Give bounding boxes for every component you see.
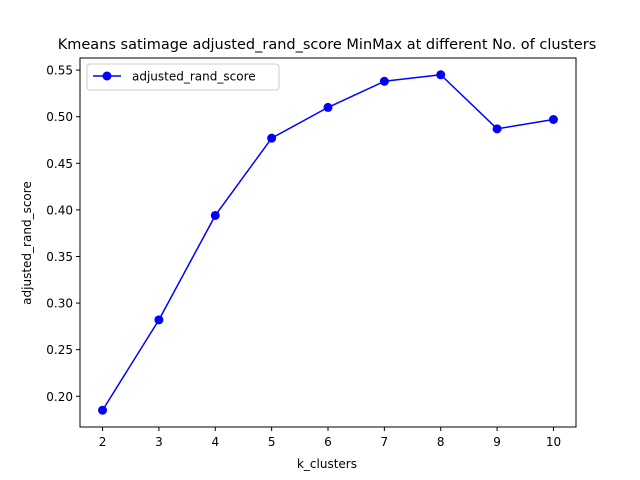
data-point xyxy=(323,102,333,112)
y-tick-label: 0.40 xyxy=(46,203,73,217)
data-point xyxy=(379,76,389,86)
x-tick-label: 5 xyxy=(268,435,276,449)
plot-area xyxy=(80,58,576,427)
y-tick-label: 0.20 xyxy=(46,390,73,404)
legend: adjusted_rand_score xyxy=(86,63,280,91)
legend-label: adjusted_rand_score xyxy=(132,70,256,84)
data-point xyxy=(210,210,220,220)
y-axis-label: adjusted_rand_score xyxy=(20,181,34,305)
data-point xyxy=(98,405,108,415)
data-point xyxy=(548,115,558,124)
x-tick-label: 8 xyxy=(437,435,445,449)
x-tick-label: 2 xyxy=(99,435,107,449)
data-point xyxy=(154,315,164,325)
axes: 2 3 4 5 6 7 8 9 10 0.20 0.25 0.30 0.35 0.40 0.45 0.50 0.… xyxy=(46,57,577,449)
x-tick-label: 9 xyxy=(493,435,501,449)
legend-marker-swatch xyxy=(102,71,112,81)
data-point xyxy=(267,133,277,143)
data-point xyxy=(492,124,502,134)
x-tick-label: 3 xyxy=(155,435,163,449)
chart-title: Kmeans satimage adjusted_rand_score MinM… xyxy=(58,37,597,53)
x-tick-label: 4 xyxy=(211,435,219,449)
y-tick-label: 0.55 xyxy=(46,64,73,78)
x-tick-label: 10 xyxy=(546,435,561,449)
x-axis-label: k_clusters xyxy=(297,457,357,471)
series-marks xyxy=(98,70,558,415)
y-tick-label: 0.30 xyxy=(46,297,73,311)
y-tick-label: 0.50 xyxy=(46,110,73,124)
legend-box xyxy=(86,63,280,91)
data-point xyxy=(436,70,446,80)
x-tick-label: 7 xyxy=(381,435,389,449)
x-tick-label: 6 xyxy=(324,435,332,449)
y-tick-label: 0.35 xyxy=(46,250,73,264)
y-tick-label: 0.45 xyxy=(46,157,73,171)
plot-background xyxy=(80,58,576,427)
y-tick-label: 0.25 xyxy=(46,343,73,357)
